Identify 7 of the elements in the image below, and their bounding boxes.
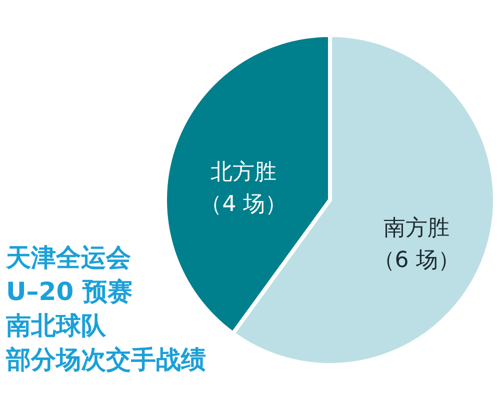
data-label: （6 场） [372, 248, 460, 274]
data-label: （4 场） [200, 192, 288, 217]
text: 南北球队 [5, 311, 107, 340]
text: 部分场次交手战绩 [5, 345, 206, 374]
text: 天津全运会 U–20 预赛 [5, 243, 132, 306]
slice-label: 北方胜 [210, 160, 277, 185]
slice-label: 南方胜 [383, 216, 450, 242]
